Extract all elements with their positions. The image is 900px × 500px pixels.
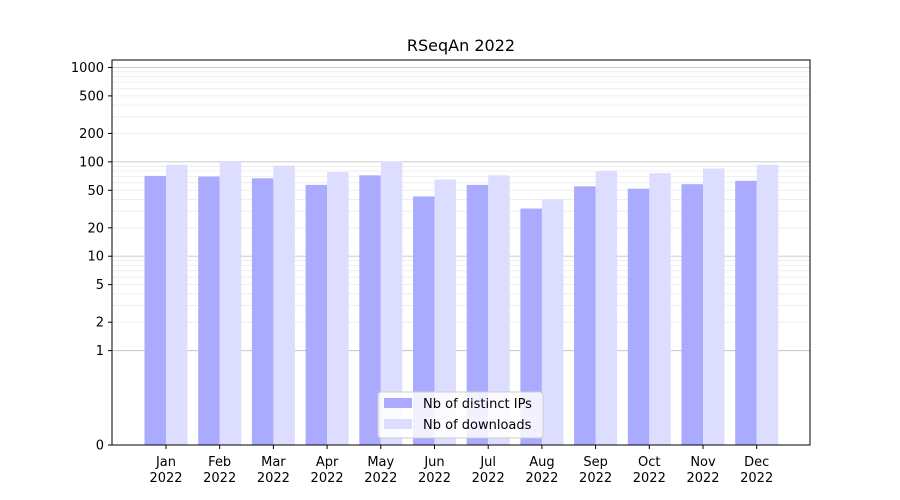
bar-distinct-ips [144,175,166,445]
bar-distinct-ips [413,196,435,445]
bar-downloads [166,164,188,445]
bar-downloads [273,165,295,445]
y-tick-label: 500 [79,89,104,104]
bar-downloads [703,168,725,445]
bar-downloads [541,199,564,445]
bar-downloads [434,179,456,445]
y-tick-label: 1 [96,344,104,359]
bar-downloads [595,171,618,446]
y-tick-label: 0 [96,439,104,454]
bars [144,161,779,446]
bar-downloads [327,172,349,445]
x-tick-label: May 2022 [364,455,397,486]
legend: Nb of distinct IPs Nb of downloads [377,391,544,439]
bar-distinct-ips [251,178,274,445]
bar-downloads [380,161,403,445]
bar-downloads [219,161,242,445]
bar-downloads [649,173,671,446]
y-tick-label: 2 [96,316,104,331]
y-tick-label: 5 [96,278,104,293]
y-tick-label: 200 [79,127,104,142]
legend-swatch [384,398,412,408]
x-tick-label: Aug 2022 [525,455,558,486]
bar-distinct-ips [520,208,542,445]
x-axis: Jan 2022 Feb 2022 Mar 2022 Apr 2022 May 2022 Jun 20… [149,445,773,486]
x-tick-label: Oct 2022 [633,455,666,486]
x-tick-label: Jun 2022 [418,455,451,486]
y-axis: 0 1 2 5 10 20 50 100 200 500 1000 [71,61,112,454]
y-tick-label: 100 [79,155,104,170]
bar-distinct-ips [627,188,650,445]
legend-label: Nb of downloads [423,418,532,433]
y-tick-label: 1000 [71,61,104,76]
y-tick-label: 20 [87,221,104,236]
y-tick-label: 10 [87,250,104,265]
bar-distinct-ips [359,175,381,446]
legend-box [377,391,544,439]
bar-distinct-ips [305,184,328,446]
bar-downloads [756,164,779,445]
bar-downloads [488,175,510,446]
legend-swatch [384,419,412,429]
bar-distinct-ips [735,180,757,445]
chart-title: RSeqAn 2022 [407,36,515,55]
x-tick-label: Apr 2022 [311,455,344,486]
x-tick-label: Feb 2022 [203,455,236,486]
bar-distinct-ips [681,184,703,445]
bar-distinct-ips [466,184,489,446]
x-tick-label: Dec 2022 [740,455,773,486]
x-tick-label: Jan 2022 [149,455,182,486]
plot-frame [111,59,811,446]
legend-label: Nb of distinct IPs [423,397,532,412]
y-tick-label: 50 [87,184,104,199]
x-tick-label: Nov 2022 [686,455,719,486]
x-tick-label: Jul 2022 [472,455,505,486]
bar-distinct-ips [574,186,596,445]
bar-distinct-ips [198,176,220,445]
x-tick-label: Mar 2022 [257,455,290,486]
x-tick-label: Sep 2022 [579,455,612,486]
